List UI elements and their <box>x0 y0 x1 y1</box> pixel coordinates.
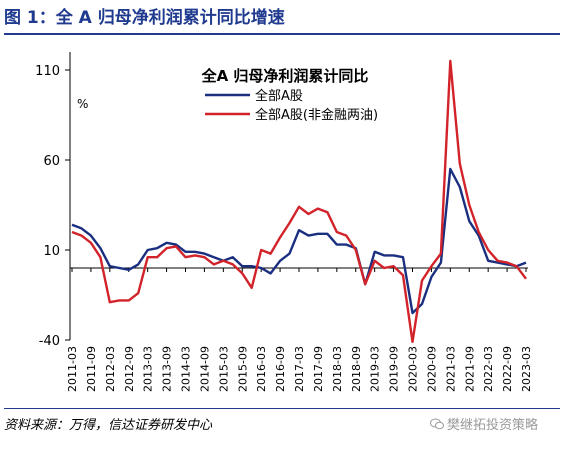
x-tick-label: 2018-03 <box>331 346 344 392</box>
x-tick-label: 2011-09 <box>85 346 98 392</box>
x-tick-label: 2014-03 <box>180 346 193 392</box>
y-unit-label: % <box>77 97 88 111</box>
legend-label: 全部A股 <box>255 88 303 104</box>
x-tick-label: 2011-03 <box>66 346 79 392</box>
x-tick-label: 2012-09 <box>123 346 136 392</box>
x-tick-label: 2013-09 <box>161 346 174 392</box>
series-layer <box>71 59 527 343</box>
x-tick-label: 2022-09 <box>501 346 514 392</box>
watermark-text: 樊继拓投资策略 <box>447 418 539 433</box>
series-line-all-a <box>71 167 527 315</box>
x-tick-label: 2015-03 <box>217 346 230 392</box>
x-tick-label: 2016-09 <box>274 346 287 392</box>
x-tick-label: 2022-03 <box>482 346 495 392</box>
x-tick-label: 2013-03 <box>142 346 155 392</box>
x-tick-label: 2017-03 <box>293 346 306 392</box>
x-tick-label: 2014-09 <box>198 346 211 392</box>
source-note: 资料来源：万得，信达证券研发中心 <box>4 418 213 433</box>
y-tick-label: 60 <box>43 154 60 169</box>
x-tick-label: 2018-09 <box>350 346 363 392</box>
x-tick-label: 2021-03 <box>444 346 457 392</box>
title-underline <box>4 33 560 35</box>
x-tick-label: 2019-09 <box>388 346 401 392</box>
y-tick-label: 110 <box>35 64 60 79</box>
x-tick-label: 2015-09 <box>236 346 249 392</box>
x-tick-label: 2020-09 <box>425 346 438 392</box>
axes-layer: -40 10 60 110 2011-03 2011-09 2012-03 2012-09 20… <box>35 52 533 392</box>
x-tick-label: 2017-09 <box>312 346 325 392</box>
chart-title: 全A 归母净利润累计同比 <box>201 67 369 85</box>
series-line-ex-fin-oil <box>71 59 527 343</box>
x-tick-label: 2020-03 <box>407 346 420 392</box>
x-tick-label: 2023-03 <box>520 346 533 392</box>
y-tick-label: -40 <box>39 334 60 349</box>
x-tick-label: 2012-03 <box>104 346 117 392</box>
legend-label: 全部A股(非金融两油) <box>255 107 378 123</box>
wechat-icon <box>430 418 444 430</box>
source-rule <box>4 408 560 409</box>
x-tick-label: 2016-03 <box>255 346 268 392</box>
y-tick-label: 10 <box>43 244 60 259</box>
x-tick-label: 2019-03 <box>369 346 382 392</box>
figure-title: 图 1：全 A 归母净利润累计同比增速 <box>4 8 285 28</box>
x-tick-label: 2021-09 <box>463 346 476 392</box>
watermark: 樊继拓投资策略 <box>430 414 538 433</box>
